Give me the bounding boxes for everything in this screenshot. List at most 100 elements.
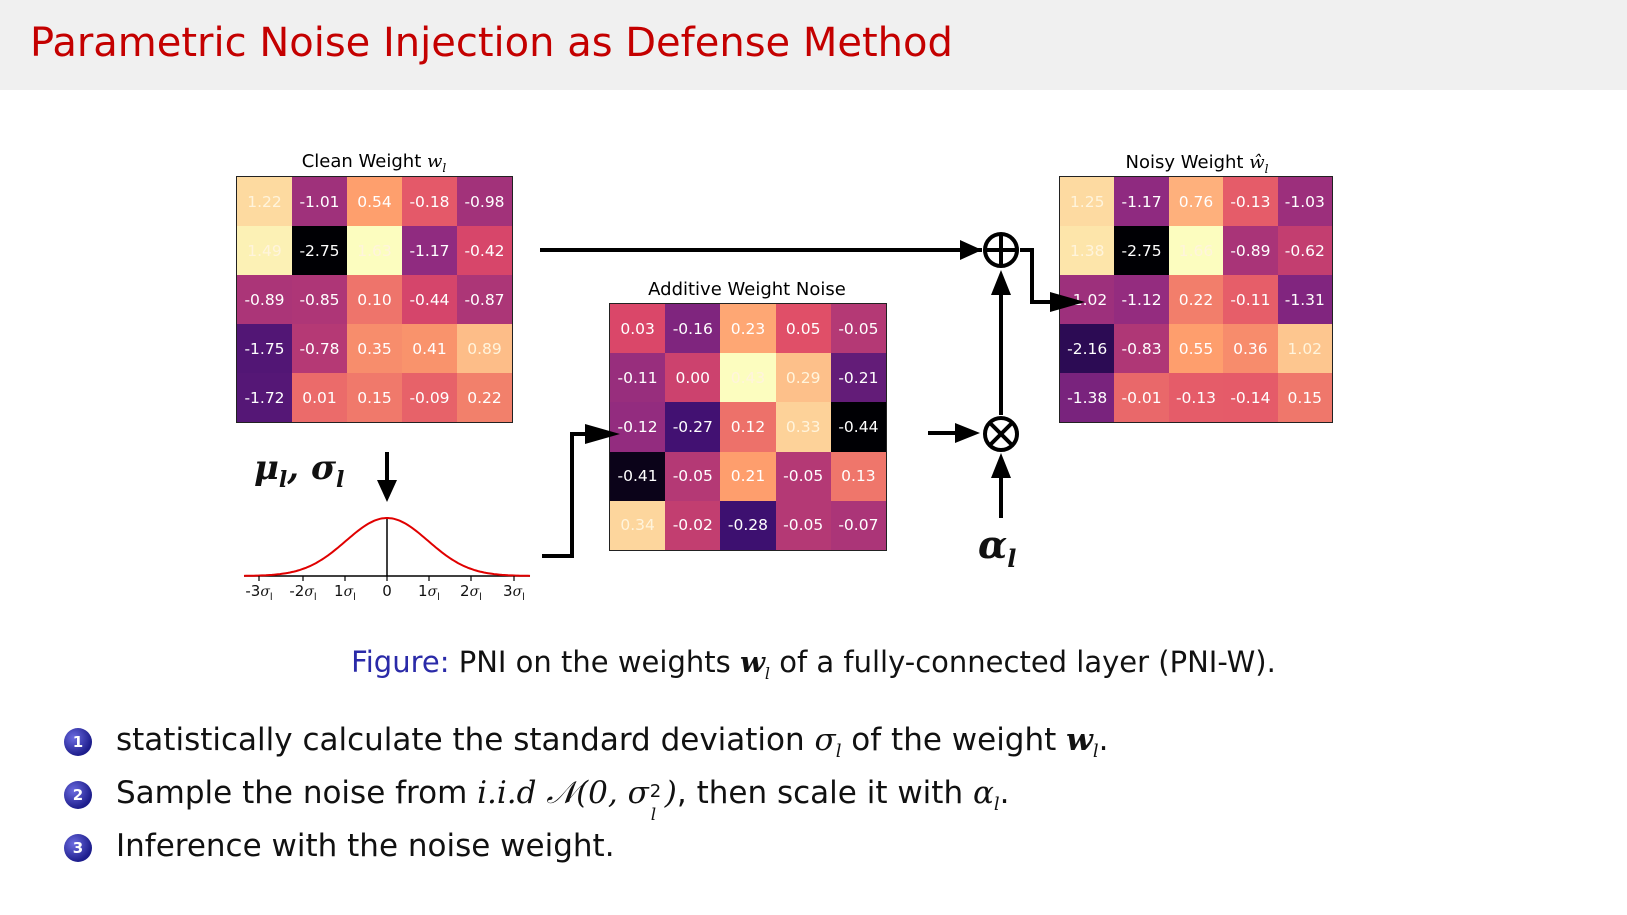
heatmap-cell: -0.07 — [830, 500, 886, 550]
heatmap-cell: 0.34 — [610, 500, 666, 550]
heatmap-cell: -1.72 — [237, 373, 292, 422]
slide-title: Parametric Noise Injection as Defense Me… — [30, 20, 953, 66]
heatmap-cell: -0.18 — [402, 177, 457, 226]
noise-title: Additive Weight Noise — [648, 279, 846, 300]
gaussian-tick-label: 2σl — [460, 582, 482, 603]
gaussian-tick-label: -3σl — [245, 582, 273, 603]
heatmap-cell: 1.25 — [1060, 177, 1115, 226]
heatmap-cell: -0.05 — [665, 451, 721, 501]
heatmap-cell: 0.89 — [457, 324, 512, 373]
gaussian-tick-label: 0 — [382, 582, 392, 600]
noise-heatmap: 0.03 -0.16 0.23 0.05 -0.05 -0.11 0.00 0.43 0.29-… — [609, 303, 887, 551]
heatmap-cell: -0.05 — [775, 451, 831, 501]
gaussian-tick-label: 1σl — [418, 582, 440, 603]
heatmap-cell: -0.89 — [237, 275, 292, 324]
heatmap-cell: 0.33 — [775, 402, 831, 452]
heatmap-cell: -0.14 — [1223, 373, 1278, 422]
heatmap-cell: 0.29 — [775, 353, 831, 403]
noisy-weight-title: Noisy Weight ŵl — [1125, 152, 1269, 176]
heatmap-cell: 0.13 — [830, 451, 886, 501]
heatmap-cell: 0.54 — [347, 177, 402, 226]
heatmap-cell: -0.11 — [610, 353, 666, 403]
arrow-gaussian-to-noise — [542, 432, 596, 558]
heatmap-cell: 0.05 — [775, 304, 831, 354]
heatmap-cell: 0.10 — [347, 275, 402, 324]
step-text: Sample the noise from i.i.d 𝒩(0, σ 2 l), t… — [116, 775, 1010, 825]
clean-weight-heatmap: 1.22 -1.01 0.54 -0.18 -0.98 1.49 -2.75 1.63 -1.1… — [236, 176, 513, 423]
heatmap-cell: -1.12 — [1114, 275, 1169, 324]
heatmap-cell: -1.17 — [1114, 177, 1169, 226]
heatmap-cell: 1.02 — [1277, 324, 1332, 373]
heatmap-cell: 0.22 — [1168, 275, 1224, 324]
step-number-icon: 2 — [64, 781, 92, 809]
gaussian-tick-label: 3σl — [503, 582, 525, 603]
heatmap-cell: -0.41 — [610, 451, 666, 501]
heatmap-cell: -0.98 — [457, 177, 512, 226]
heatmap-cell: 1.49 — [237, 226, 292, 275]
gaussian-curve — [243, 517, 531, 577]
gaussian-tick-label: 1σl — [334, 582, 356, 603]
noisy-weight-heatmap: 1.25 -1.17 0.76 -0.13 -1.03 1.38 -2.75 1.66 -0.8… — [1059, 176, 1333, 423]
mul-operator — [983, 416, 1019, 452]
heatmap-cell: 0.01 — [292, 373, 347, 422]
heatmap-cell: -1.01 — [292, 177, 347, 226]
heatmap-cell: 0.12 — [720, 402, 776, 452]
heatmap-cell: -0.85 — [292, 275, 347, 324]
heatmap-cell: 0.22 — [457, 373, 512, 422]
heatmap-cell: -1.31 — [1277, 275, 1332, 324]
heatmap-cell: 0.21 — [720, 451, 776, 501]
heatmap-cell: -0.13 — [1223, 177, 1278, 226]
heatmap-cell: -2.75 — [1114, 226, 1169, 275]
arrow-add-to-noisy — [1020, 248, 1072, 304]
alpha-label: αl — [978, 522, 1017, 573]
heatmap-cell: 1.38 — [1060, 226, 1115, 275]
heatmap-cell: 0.35 — [347, 324, 402, 373]
heatmap-cell: -0.87 — [457, 275, 512, 324]
heatmap-cell: -0.62 — [1277, 226, 1332, 275]
heatmap-cell: -0.44 — [830, 402, 886, 452]
heatmap-cell: -2.75 — [292, 226, 347, 275]
title-bar: Parametric Noise Injection as Defense Me… — [0, 0, 1627, 90]
heatmap-cell: -0.89 — [1223, 226, 1278, 275]
figure-caption: Figure: PNI on the weights wl of a fully… — [351, 645, 1276, 683]
heatmap-cell: -0.01 — [1114, 373, 1169, 422]
heatmap-cell: 0.23 — [720, 304, 776, 354]
heatmap-cell: 0.03 — [610, 304, 666, 354]
heatmap-cell: 0.15 — [347, 373, 402, 422]
heatmap-cell: -0.09 — [402, 373, 457, 422]
heatmap-cell: 0.36 — [1223, 324, 1278, 373]
heatmap-cell: -0.21 — [830, 353, 886, 403]
heatmap-cell: -0.02 — [665, 500, 721, 550]
heatmap-cell: 1.63 — [347, 226, 402, 275]
heatmap-cell: -0.78 — [292, 324, 347, 373]
heatmap-cell: 1.66 — [1168, 226, 1224, 275]
heatmap-cell: -0.11 — [1223, 275, 1278, 324]
heatmap-cell: -1.17 — [402, 226, 457, 275]
heatmap-cell: 0.15 — [1277, 373, 1332, 422]
heatmap-cell: -0.05 — [830, 304, 886, 354]
heatmap-cell: 0.76 — [1168, 177, 1224, 226]
heatmap-cell: 0.41 — [402, 324, 457, 373]
heatmap-cell: -0.28 — [720, 500, 776, 550]
heatmap-cell: -0.83 — [1114, 324, 1169, 373]
gaussian-plot — [243, 517, 531, 581]
heatmap-cell: -2.16 — [1060, 324, 1115, 373]
heatmap-cell: 0.55 — [1168, 324, 1224, 373]
heatmap-cell: -1.75 — [237, 324, 292, 373]
heatmap-cell: -0.12 — [610, 402, 666, 452]
heatmap-cell: -0.05 — [775, 500, 831, 550]
mu-sigma-label: μl, σl — [254, 448, 345, 493]
clean-weight-title: Clean Weight wl — [301, 151, 447, 175]
heatmap-cell: -0.42 — [457, 226, 512, 275]
heatmap-cell: -0.44 — [402, 275, 457, 324]
step-text: statistically calculate the standard dev… — [116, 722, 1109, 763]
heatmap-cell: -0.16 — [665, 304, 721, 354]
heatmap-cell: 0.00 — [665, 353, 721, 403]
heatmap-cell: 0.43 — [720, 353, 776, 403]
heatmap-cell: -1.03 — [1277, 177, 1332, 226]
heatmap-cell: -0.13 — [1168, 373, 1224, 422]
gaussian-tick-label: -2σl — [289, 582, 317, 603]
step-number-icon: 1 — [64, 728, 92, 756]
heatmap-cell: -0.27 — [665, 402, 721, 452]
